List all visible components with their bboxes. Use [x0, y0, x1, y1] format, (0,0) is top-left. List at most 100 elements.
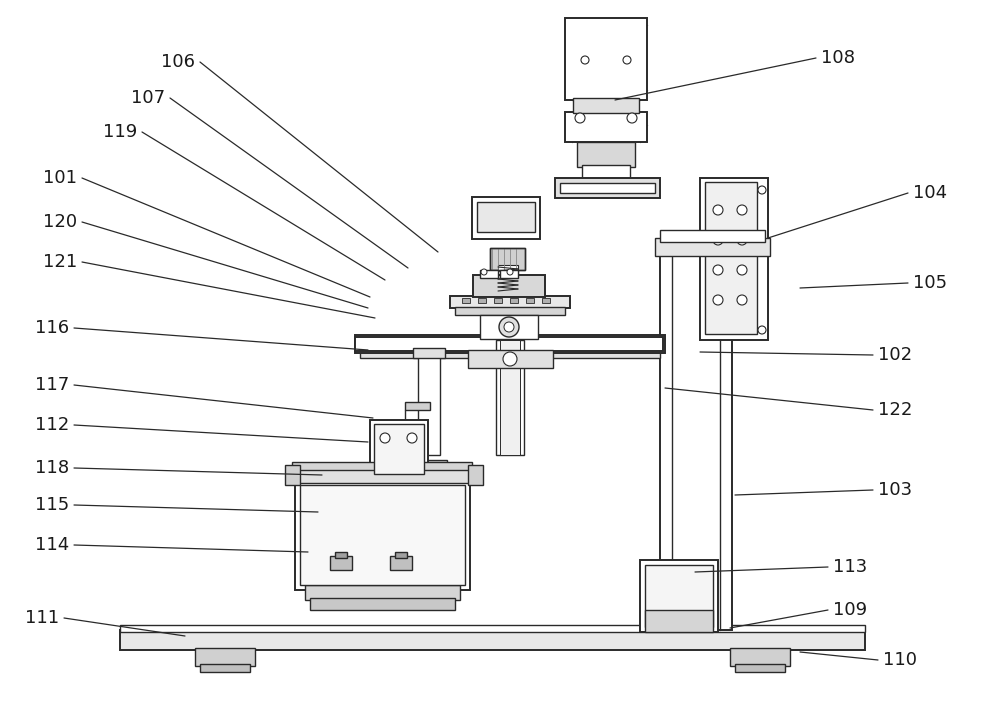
Bar — [560, 183, 655, 193]
Circle shape — [507, 269, 513, 275]
Bar — [480, 315, 538, 339]
Circle shape — [623, 56, 631, 64]
Text: 113: 113 — [833, 558, 867, 576]
Bar — [305, 585, 460, 600]
Bar — [500, 340, 520, 455]
Bar — [480, 270, 498, 278]
Bar — [565, 18, 647, 100]
Bar — [555, 178, 660, 198]
Text: 103: 103 — [878, 481, 912, 499]
Bar — [494, 298, 502, 303]
Circle shape — [737, 235, 747, 245]
Text: 121: 121 — [43, 253, 77, 271]
Circle shape — [758, 186, 766, 194]
Bar — [640, 560, 718, 632]
Bar — [285, 465, 300, 485]
Circle shape — [713, 205, 723, 215]
Circle shape — [737, 265, 747, 275]
Bar — [496, 340, 524, 455]
Text: 110: 110 — [883, 651, 917, 669]
Circle shape — [575, 113, 585, 123]
Bar — [405, 402, 430, 410]
Bar — [565, 112, 647, 142]
Bar — [360, 350, 660, 358]
Circle shape — [407, 433, 417, 443]
Bar — [735, 664, 785, 672]
Text: 108: 108 — [821, 49, 855, 67]
Bar — [200, 664, 250, 672]
Circle shape — [713, 295, 723, 305]
Bar — [573, 98, 639, 113]
Text: 122: 122 — [878, 401, 912, 419]
Bar — [355, 337, 663, 351]
Text: 118: 118 — [35, 459, 69, 477]
Circle shape — [504, 322, 514, 332]
Bar — [472, 197, 540, 239]
Circle shape — [758, 326, 766, 334]
Bar — [330, 556, 352, 570]
Bar — [582, 165, 630, 180]
Bar — [655, 238, 770, 256]
Bar — [462, 298, 470, 303]
Bar — [418, 350, 440, 455]
Bar — [468, 350, 553, 368]
Bar — [390, 556, 412, 570]
Circle shape — [581, 56, 589, 64]
Bar — [645, 565, 713, 627]
Bar — [700, 178, 768, 340]
Circle shape — [380, 433, 390, 443]
Bar — [300, 485, 465, 585]
Circle shape — [737, 205, 747, 215]
Bar — [413, 348, 445, 358]
Bar — [477, 202, 535, 232]
Bar — [455, 307, 565, 315]
Bar — [705, 182, 757, 334]
Bar — [468, 465, 483, 485]
Circle shape — [737, 295, 747, 305]
Bar — [370, 420, 428, 478]
Bar — [355, 335, 665, 353]
Bar — [542, 298, 550, 303]
Bar — [645, 610, 713, 632]
Text: 111: 111 — [25, 609, 59, 627]
Bar — [490, 248, 525, 270]
Text: 106: 106 — [161, 53, 195, 71]
Bar — [195, 648, 255, 666]
Text: 115: 115 — [35, 496, 69, 514]
Circle shape — [713, 235, 723, 245]
Circle shape — [499, 317, 519, 337]
Bar — [310, 598, 455, 610]
Text: 116: 116 — [35, 319, 69, 337]
Text: 119: 119 — [103, 123, 137, 141]
Bar — [120, 630, 865, 650]
Circle shape — [481, 269, 487, 275]
Bar — [403, 460, 447, 468]
Bar — [478, 298, 486, 303]
Bar — [450, 296, 570, 308]
Bar — [526, 298, 534, 303]
Text: 117: 117 — [35, 376, 69, 394]
Bar — [295, 480, 470, 590]
Bar — [395, 552, 407, 558]
Circle shape — [713, 265, 723, 275]
Text: 102: 102 — [878, 346, 912, 364]
Circle shape — [503, 352, 517, 366]
Bar — [120, 625, 865, 632]
Bar — [500, 270, 518, 278]
Bar — [498, 265, 518, 293]
Bar — [490, 248, 525, 270]
Bar — [473, 275, 545, 297]
Text: 104: 104 — [913, 184, 947, 202]
Text: 107: 107 — [131, 89, 165, 107]
Bar — [374, 424, 424, 474]
Bar — [577, 142, 635, 167]
Text: 101: 101 — [43, 169, 77, 187]
Bar — [292, 462, 472, 470]
Text: 114: 114 — [35, 536, 69, 554]
Bar — [660, 248, 732, 630]
Bar — [660, 230, 765, 242]
Bar — [510, 298, 518, 303]
Text: 120: 120 — [43, 213, 77, 231]
Text: 112: 112 — [35, 416, 69, 434]
Circle shape — [627, 113, 637, 123]
